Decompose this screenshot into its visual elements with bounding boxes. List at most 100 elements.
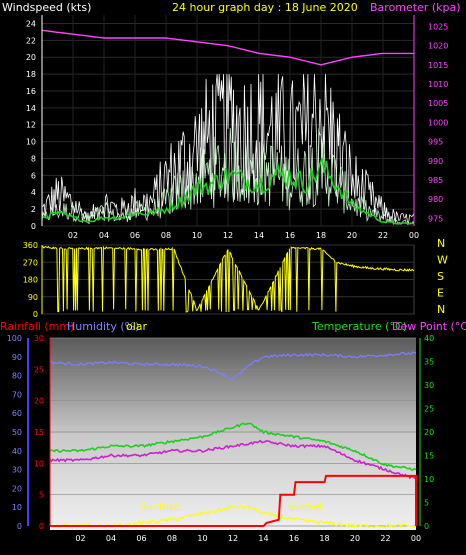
direction-y-tick: 90 <box>28 293 38 302</box>
compass-letter: N <box>437 237 445 250</box>
humidity-axis-label: Humidity (%) <box>67 320 139 333</box>
wind-x-tick: 12 <box>223 231 233 240</box>
temp-x-tick: 16 <box>289 534 299 543</box>
wind-y-tick: 16 <box>26 87 36 96</box>
temp-panel-series <box>49 351 417 529</box>
temperature-axis-label: Temperature (°C) <box>311 320 407 333</box>
temp-x-tick: 00 <box>411 534 421 543</box>
wind-y-tick: 22 <box>26 36 36 45</box>
temp-x-tick: 18 <box>319 534 329 543</box>
humidity-y-tick: 30 <box>12 466 22 475</box>
wind-x-tick: 16 <box>285 231 295 240</box>
temp-x-tick: 10 <box>197 534 207 543</box>
wind-y-tick: 20 <box>26 53 36 62</box>
temperature-series <box>49 422 417 471</box>
rain-y-tick: 30 <box>34 334 44 343</box>
temp-x-tick: 22 <box>380 534 390 543</box>
sunrise-label: SunRise <box>140 502 180 513</box>
temp-y-tick: 10 <box>424 475 434 484</box>
rainfall-series <box>50 474 417 527</box>
direction-y-tick: 360 <box>23 241 38 250</box>
temp-x-tick: 12 <box>228 534 238 543</box>
wind-x-tick: 18 <box>316 231 326 240</box>
temp-x-tick: 08 <box>167 534 177 543</box>
wind-x-tick: 14 <box>254 231 264 240</box>
barometer-y-tick: 1010 <box>428 80 448 89</box>
temp-y-tick: 35 <box>424 358 434 367</box>
wind-y-tick: 0 <box>31 222 36 231</box>
barometer-y-tick: 1025 <box>428 23 448 32</box>
humidity-y-tick: 90 <box>12 353 22 362</box>
rain-y-tick: 20 <box>34 397 44 406</box>
temp-x-tick: 02 <box>75 534 85 543</box>
wind-axis-label: Windspeed (kts) <box>2 1 91 14</box>
wind-x-tick: 22 <box>378 231 388 240</box>
direction-panel-axes: 0 90 180 270 360 <box>23 241 43 319</box>
humidity-y-tick: 20 <box>12 484 22 493</box>
temp-x-tick: 04 <box>106 534 116 543</box>
dewpoint-axis-label: Dew Point (°C) <box>392 320 466 333</box>
humidity-y-tick: 70 <box>12 390 22 399</box>
compass-letter: S <box>437 270 444 283</box>
direction-series <box>41 245 415 313</box>
temp-y-tick: 5 <box>424 499 429 508</box>
direction-y-tick: 180 <box>23 276 38 285</box>
barometer-axis-label: Barometer (kpa) <box>370 1 461 14</box>
wind-panel-axes: 0246810121416182022249759809859909951000… <box>26 15 448 240</box>
wind-gust-series <box>41 74 415 225</box>
rain-y-tick: 5 <box>39 491 44 500</box>
humidity-y-tick: 10 <box>12 503 22 512</box>
temp-x-tick: 14 <box>258 534 268 543</box>
rain-y-tick: 15 <box>34 428 44 437</box>
barometer-y-tick: 990 <box>428 157 443 166</box>
barometer-y-tick: 980 <box>428 195 443 204</box>
wind-y-tick: 14 <box>26 104 36 113</box>
humidity-y-tick: 0 <box>17 522 22 531</box>
wind-x-tick: 04 <box>99 231 109 240</box>
wind-x-tick: 08 <box>161 231 171 240</box>
wind-x-tick: 00 <box>409 231 419 240</box>
temp-y-tick: 30 <box>424 381 434 390</box>
wind-y-tick: 4 <box>31 188 36 197</box>
humidity-y-tick: 100 <box>7 334 22 343</box>
wind-trend-series <box>41 157 415 225</box>
wind-y-tick: 6 <box>31 171 36 180</box>
barometer-y-tick: 995 <box>428 138 443 147</box>
temp-x-tick: 06 <box>136 534 146 543</box>
wind-x-tick: 20 <box>347 231 357 240</box>
wind-y-tick: 24 <box>26 19 36 28</box>
humidity-y-tick: 50 <box>12 428 22 437</box>
compass-letter: N <box>437 303 445 316</box>
compass-letter: E <box>437 287 444 300</box>
rainfall-axis-label: Rainfall (mm) <box>0 320 74 333</box>
barometer-series <box>41 29 414 66</box>
temp-y-tick: 0 <box>424 522 429 531</box>
wind-y-tick: 18 <box>26 70 36 79</box>
humidity-y-tick: 40 <box>12 447 22 456</box>
barometer-y-tick: 1015 <box>428 61 448 70</box>
wind-x-tick: 02 <box>68 231 78 240</box>
temp-y-tick: 20 <box>424 428 434 437</box>
temp-panel-background <box>50 338 416 530</box>
temp-x-tick: 20 <box>350 534 360 543</box>
rain-y-tick: 0 <box>39 522 44 531</box>
wind-x-tick: 06 <box>130 231 140 240</box>
direction-y-tick: 270 <box>23 258 38 267</box>
temp-panel-axes: 0102030405060708090100051015202530051015… <box>7 334 434 543</box>
rain-y-tick: 25 <box>34 365 44 374</box>
direction-y-tick: 0 <box>33 310 38 319</box>
rain-y-tick: 10 <box>34 459 44 468</box>
sunset-label: SunSet <box>288 502 324 513</box>
chart-title: 24 hour graph day : 18 June 2020 <box>172 1 358 14</box>
wind-y-tick: 10 <box>26 138 36 147</box>
solar-axis-label: olar <box>126 320 148 333</box>
barometer-y-tick: 975 <box>428 214 443 223</box>
humidity-series <box>49 351 417 381</box>
temp-y-tick: 25 <box>424 405 434 414</box>
wind-x-tick: 10 <box>192 231 202 240</box>
barometer-y-tick: 985 <box>428 176 443 185</box>
barometer-y-tick: 1000 <box>428 118 448 127</box>
